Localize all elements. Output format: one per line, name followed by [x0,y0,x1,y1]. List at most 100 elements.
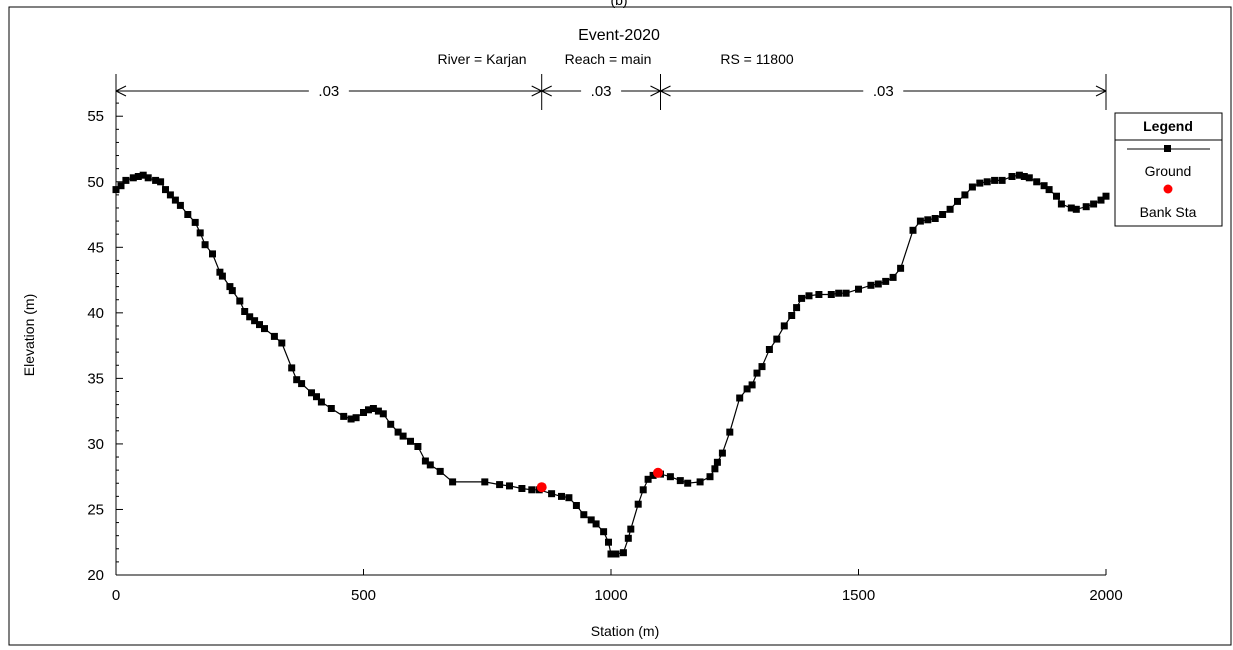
ground-point [909,226,917,234]
ground-point [226,283,234,291]
ground-point [743,385,751,393]
ground-point [449,478,457,486]
ground-point [134,173,142,180]
ground-point [278,339,286,347]
ground-point [298,380,306,388]
ground-point [176,201,184,209]
ground-point [352,414,360,422]
legend-title: Legend [1143,118,1193,134]
bank-station-point [653,467,663,478]
x-axis-label: Station (m) [591,623,659,639]
ground-point [736,394,744,402]
ground-point [360,409,367,416]
subtitle-reach: Reach = main [565,51,652,67]
ground-point [1090,200,1098,208]
mannings-n-arrows: .03 .03 .03 [115,74,1107,110]
ground-point [496,481,504,489]
legend-ground-marker [1164,145,1171,152]
bank-station-point [536,482,547,493]
y-axis-label: Elevation (m) [21,294,37,376]
n-arrowhead [1095,85,1107,97]
ground-point [506,482,513,490]
ground-point [327,405,335,412]
ground-point [414,443,422,450]
subtitle-rs: RS = 11800 [720,51,794,67]
figure-frame [8,6,1232,646]
ground-point [666,473,674,481]
ground-point [765,346,773,353]
subtitle-river: River = Karjan [437,51,526,67]
ground-point [216,268,224,276]
ground-point [1008,173,1016,180]
ground-point [558,492,565,500]
ground-point [711,465,719,473]
ground-point [196,229,204,237]
ground-point [649,471,657,479]
ground-point [696,478,704,486]
ground-point [387,420,395,428]
ground-point [201,241,209,249]
ground-point [991,176,999,184]
ground-point [261,325,268,333]
ground-point [347,415,355,423]
ground-point [369,405,377,412]
ground-point [748,381,756,389]
ground-point [340,412,348,420]
ground-point [1053,192,1060,200]
ground-point [607,550,615,558]
n-arrowhead [650,85,661,97]
ground-point [1097,196,1105,204]
ground-point [426,461,434,469]
ground-point [874,280,882,288]
ground-point [916,217,924,225]
ground-point [1082,203,1090,211]
n-value-label: .03 [591,83,612,100]
ground-point [713,458,721,466]
x-tick-label: 500 [351,587,376,604]
ground-point [780,322,788,330]
ground-point [924,216,932,224]
ground-point [946,205,954,213]
y-tick-label: 50 [87,174,104,191]
y-tick-label: 25 [87,501,104,518]
ground-point [246,313,254,321]
ground-point [676,477,684,485]
ground-point [399,432,407,440]
ground-point [162,186,169,194]
ground-point [1040,182,1048,190]
ground-point [1020,173,1028,180]
ground-point [1072,205,1080,213]
ground-point [612,550,620,558]
ground-point [407,437,414,445]
ground-point [209,250,216,258]
ground-point [218,272,226,280]
ground-point [379,410,387,418]
ground-point [394,428,402,436]
ground-point [592,520,600,528]
ground-point [117,182,125,190]
ground-point [726,428,734,436]
ground-point [587,516,595,524]
ground-point [236,297,244,305]
x-tick-label: 2000 [1089,587,1122,604]
ground-point [251,317,259,325]
ground-point [1057,200,1065,208]
ground-point [976,179,984,187]
ground-point [580,511,588,519]
ground-point [968,183,976,191]
ground-point [157,178,165,186]
ground-point [793,304,801,312]
ground-point [317,398,325,406]
y-tick-label: 20 [87,567,104,584]
y-tick-label: 35 [87,370,104,387]
ground-point [998,176,1006,184]
x-tick-label: 0 [112,587,120,604]
ground-point [270,332,278,340]
y-tick-label: 30 [87,436,104,453]
ground-point [939,211,947,218]
chart-title: Event-2020 [578,27,660,44]
ground-point [788,312,796,319]
ground-point [605,538,612,546]
n-value-label: .03 [873,83,894,100]
ground-point [624,534,632,542]
